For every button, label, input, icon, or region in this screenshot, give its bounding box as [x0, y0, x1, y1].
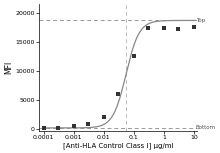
Point — [176, 27, 180, 30]
Point — [56, 126, 60, 129]
Point — [72, 125, 75, 127]
Text: Top: Top — [196, 18, 205, 23]
Point — [86, 123, 90, 125]
Point — [147, 27, 150, 29]
X-axis label: [Anti-HLA Control Class I] μg/ml: [Anti-HLA Control Class I] μg/ml — [63, 142, 173, 149]
Point — [116, 93, 120, 95]
Point — [132, 55, 136, 58]
Text: Bottom: Bottom — [196, 125, 216, 130]
Point — [102, 116, 106, 119]
Point — [42, 127, 45, 129]
Point — [162, 27, 166, 29]
Point — [192, 26, 196, 29]
Y-axis label: MFI: MFI — [4, 61, 13, 74]
